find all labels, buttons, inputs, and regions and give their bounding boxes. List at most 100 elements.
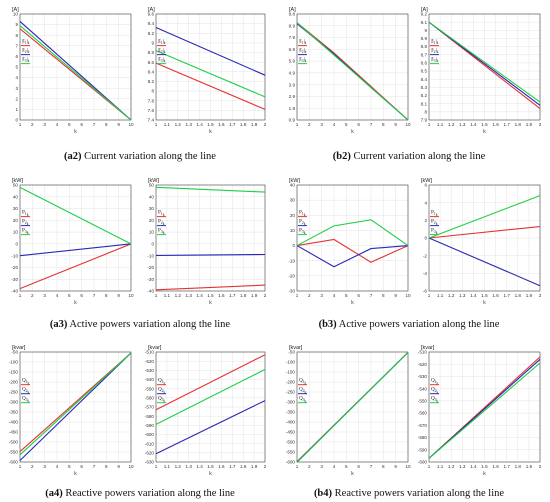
caption-text: Reactive powers variation along the line — [63, 488, 235, 499]
x-tick-label: 1 — [155, 464, 158, 469]
caption-tag: (a2) — [64, 151, 82, 162]
legend-label: P1k — [431, 210, 438, 218]
y-tick-label: -30 — [147, 277, 154, 282]
plot-frame — [296, 13, 409, 121]
x-tick-label: 1.8 — [515, 293, 522, 298]
y-tick-label: -200 — [286, 380, 296, 385]
y-tick-label: -590 — [418, 447, 428, 452]
legend-label: P1k — [158, 210, 165, 218]
legend-label: Q3k — [158, 396, 166, 404]
x-axis-label: k — [483, 471, 486, 477]
chart-panel: 1 2 3 4 5 6 7 8 9 10 -40 -30 -20 -10 0 10 20 30 40 50[kW] k P… — [11, 178, 134, 306]
x-tick-label: 1.5 — [207, 293, 214, 298]
x-tick-label: 1.2 — [175, 293, 182, 298]
caption-tag: (a4) — [45, 488, 63, 499]
x-tick-label: 3 — [43, 293, 46, 298]
unit-label: [kW] — [289, 178, 300, 184]
caption-tag: (b4) — [314, 488, 333, 499]
y-tick-label: -250 — [286, 390, 296, 395]
legend-label: |I2|k — [22, 48, 30, 54]
x-tick-label: 8 — [105, 293, 108, 298]
x-tick-label: 1.4 — [196, 122, 203, 127]
y-tick-label: 8.9 — [289, 23, 296, 28]
y-tick-label: 2 — [15, 96, 18, 101]
x-tick-label: 9 — [394, 122, 397, 127]
legend-label: |I3|k — [22, 57, 30, 63]
legend-label: P3k — [158, 228, 165, 236]
y-tick-label: -20 — [288, 273, 295, 278]
series-line — [19, 352, 132, 461]
y-tick-label: -560 — [418, 411, 428, 416]
y-tick-label: -500 — [286, 440, 296, 445]
x-tick-label: 8 — [105, 464, 108, 469]
chart-panel: 1 1.1 1.2 1.3 1.4 1.5 1.6 1.7 1.8 1.9 2 -40 -30 -20 -1… — [147, 178, 266, 306]
x-tick-label: 1.3 — [186, 464, 193, 469]
x-tick-label: 8 — [382, 293, 385, 298]
y-tick-label: 5.9 — [289, 59, 296, 64]
chart-panel: 1 2 3 4 5 6 7 8 9 10012345678910[A]k|I1|k|I2|k|I3… — [12, 7, 134, 135]
x-tick-label: 1.7 — [504, 293, 511, 298]
y-tick-label: 9.8 — [289, 12, 296, 17]
legend-label: |I3|k — [158, 57, 166, 63]
y-tick-label: 6.9 — [289, 47, 296, 52]
y-tick-label: -510 — [145, 350, 155, 355]
x-tick-label: 1.7 — [504, 464, 511, 469]
y-tick-label: 4.9 — [289, 70, 296, 75]
plot-frame — [428, 13, 541, 121]
series-line — [155, 186, 266, 193]
unit-label: [kvar] — [421, 345, 435, 351]
caption: (b4) Reactive powers variation along the… — [314, 488, 504, 499]
x-tick-label: 8 — [382, 122, 385, 127]
series-line — [19, 25, 132, 121]
unit-label: [kW] — [148, 178, 159, 184]
y-tick-label: 2.9 — [289, 94, 296, 99]
caption-tag: (b2) — [333, 151, 352, 162]
x-tick-label: 2 — [264, 122, 267, 127]
x-tick-label: 10 — [128, 122, 134, 127]
chart-panel: 1 1.1 1.2 1.3 1.4 1.5 1.6 1.7 1.8 1.9 2 -600 -590 -58… — [418, 345, 542, 477]
legend-label: Q2k — [22, 387, 30, 395]
y-tick-label: -50 — [288, 350, 295, 355]
y-tick-label: -530 — [418, 374, 428, 379]
caption-tag: (a3) — [50, 319, 68, 330]
caption-text: Reactive powers variation along the line — [332, 488, 504, 499]
x-tick-label: 6 — [357, 122, 360, 127]
y-tick-label: -530 — [145, 368, 155, 373]
x-tick-label: 1.9 — [251, 122, 258, 127]
y-tick-label: 3.9 — [289, 82, 296, 87]
x-axis-label: k — [209, 300, 212, 306]
y-tick-label: -600 — [9, 460, 19, 465]
caption-text: Current variation along the line — [351, 151, 486, 162]
y-tick-label: -540 — [145, 377, 155, 382]
series-line — [428, 237, 541, 287]
legend-label: P2k — [299, 219, 306, 227]
legend-label: Q3k — [431, 396, 439, 404]
y-tick-label: 4 — [424, 200, 427, 205]
legend-label: Q3k — [22, 396, 30, 404]
x-tick-label: 7 — [370, 293, 373, 298]
x-axis-label: k — [74, 471, 77, 477]
x-tick-label: 1.8 — [240, 293, 247, 298]
y-tick-label: -300 — [9, 400, 19, 405]
x-tick-label: 9 — [117, 293, 120, 298]
y-tick-label: 8.8 — [148, 50, 155, 55]
x-tick-label: 1.3 — [186, 293, 193, 298]
y-tick-label: 9 — [15, 22, 18, 27]
series-line — [19, 243, 132, 290]
y-tick-label: -6 — [423, 289, 428, 294]
series-line — [296, 245, 409, 268]
series-line — [155, 368, 266, 425]
x-tick-label: 6 — [80, 464, 83, 469]
x-tick-label: 1.3 — [186, 122, 193, 127]
y-tick-label: 7.6 — [148, 108, 155, 113]
plot-frame — [155, 13, 266, 121]
y-tick-label: 0 — [151, 241, 154, 246]
x-tick-label: 1 — [296, 122, 299, 127]
x-tick-label: 4 — [333, 293, 336, 298]
plot-frame — [296, 184, 409, 292]
x-tick-label: 1.1 — [164, 464, 171, 469]
x-tick-label: 6 — [80, 122, 83, 127]
y-tick-label: 20 — [290, 213, 296, 218]
y-tick-label: 8.6 — [148, 60, 155, 65]
x-tick-label: 2 — [308, 293, 311, 298]
